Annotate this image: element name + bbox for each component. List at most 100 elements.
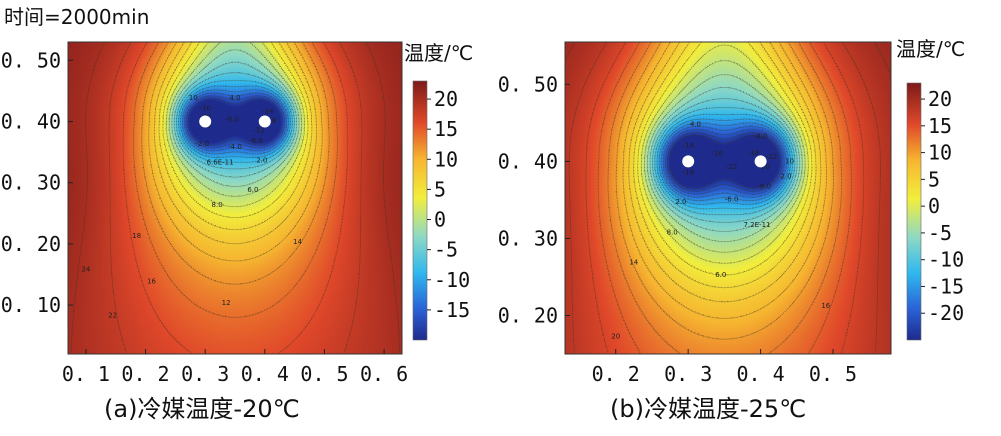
panel-b-x-ticks: 0. 2 0. 3 0. 4 0. 5 <box>592 349 857 386</box>
x-tick-label: 0. 1 <box>62 362 110 386</box>
pipe-marker <box>682 155 695 168</box>
contour-lines <box>70 42 401 354</box>
x-tick-label: 0. 4 <box>737 362 785 386</box>
contour-label: -14 <box>682 142 694 150</box>
figure-title: 时间=2000min <box>4 5 149 29</box>
contour-label: 14 <box>293 238 302 246</box>
contour-label: -8.0 <box>225 116 239 124</box>
colorbar-tick-label: 10 <box>434 147 458 171</box>
pipe-marker <box>754 155 767 168</box>
contour-label: -14 <box>262 108 274 116</box>
y-tick-label: 0. 50 <box>1 48 61 72</box>
colorbar-tick-label: -5 <box>928 221 952 245</box>
panel-a-y-ticks: 0. 50 0. 40 0. 30 0. 20 0. 10 <box>1 48 73 317</box>
pipe-marker <box>258 115 271 128</box>
colorbar-tick-label: 20 <box>434 87 458 111</box>
colorbar-tick-label: -20 <box>928 301 964 325</box>
contour-label: -18 <box>748 149 759 157</box>
y-tick-label: 0. 20 <box>1 232 61 256</box>
contour-label: 4.0 <box>229 94 240 102</box>
panel-b-caption: (b)冷媒温度-25℃ <box>610 395 806 423</box>
panel-a: 104.0-10-20-16-8.0-14-18-12-6.0-2.0-4.06… <box>1 41 473 423</box>
panel-a-colorbar <box>412 80 428 341</box>
contour-label: 14 <box>629 259 638 267</box>
colorbar-tick-label: 0 <box>434 208 446 232</box>
contour-label: 20 <box>611 333 620 341</box>
x-tick-label: 0. 3 <box>181 362 229 386</box>
contour-lines <box>565 42 891 354</box>
contour-label: 22 <box>108 311 117 319</box>
contour-label: 7.2E-11 <box>744 221 771 229</box>
contour-label: 24 <box>81 265 90 273</box>
colorbar-tick-label: 10 <box>928 141 952 165</box>
y-tick-label: 0. 30 <box>1 171 61 195</box>
contour-label: 4.0 <box>690 121 701 129</box>
panel-b-colorbar <box>906 82 922 341</box>
panel-a-colorbar-label: 温度/℃ <box>404 41 473 65</box>
panel-a-caption: (a)冷媒温度-20℃ <box>104 395 300 423</box>
panel-a-contours <box>70 42 401 354</box>
panel-b-y-ticks: 0. 50 0. 40 0. 30 0. 20 <box>498 72 570 328</box>
pipe-marker <box>199 115 212 128</box>
panel-b: 4.0-4.0-14-24-16-10-18-22-20-12102.0-8.0… <box>498 37 965 423</box>
panel-a-pipes <box>199 115 271 128</box>
contour-label: 18 <box>132 232 141 240</box>
panel-b-pipes <box>682 155 767 168</box>
contour-label: 10 <box>785 158 794 166</box>
x-tick-label: 0. 4 <box>241 362 289 386</box>
y-tick-label: 0. 10 <box>1 293 61 317</box>
y-tick-label: 0. 50 <box>498 72 558 96</box>
contour-label: 8.0 <box>667 229 678 237</box>
contour-label: 2.0 <box>675 198 686 206</box>
contour-label: -2.0 <box>195 140 209 148</box>
contour-label: 2.0 <box>780 172 791 180</box>
panel-b-heatmap <box>565 42 891 354</box>
colorbar-tick-label: 0 <box>928 194 940 218</box>
panel-b-contours <box>565 42 891 354</box>
contour-label: -18 <box>265 117 276 125</box>
contour-label: 12 <box>222 299 231 307</box>
contour-label: -4.0 <box>754 132 768 140</box>
contour-label: -6.0 <box>725 196 739 204</box>
x-tick-label: 0. 2 <box>121 362 169 386</box>
colorbar-tick-label: 20 <box>928 87 952 111</box>
contour-label: 16 <box>147 278 156 286</box>
contour-label: -12 <box>253 127 264 135</box>
panel-a-x-ticks: 0. 1 0. 2 0. 3 0. 4 0. 5 0. 6 <box>62 349 408 386</box>
colorbar-tick-label: -15 <box>928 275 964 299</box>
contour-label: -12 <box>726 163 737 171</box>
y-tick-label: 0. 20 <box>498 304 558 328</box>
contour-label: -10 <box>711 150 722 158</box>
contour-label: 6.0 <box>715 271 726 279</box>
colorbar-tick-label: 15 <box>928 114 952 138</box>
panel-b-border <box>564 41 892 355</box>
panel-a-heatmap <box>68 42 402 354</box>
colorbar-tick-label: -10 <box>434 268 470 292</box>
y-tick-label: 0. 40 <box>1 110 61 134</box>
colorbar-tick-label: -5 <box>434 238 458 262</box>
contour-label: 2.0 <box>256 157 267 165</box>
x-tick-label: 0. 5 <box>300 362 348 386</box>
x-tick-label: 0. 6 <box>360 362 408 386</box>
panel-b-contour-labels: 4.0-4.0-14-24-16-10-18-22-20-12102.0-8.0… <box>611 121 831 341</box>
contour-label: -4.0 <box>228 143 242 151</box>
x-tick-label: 0. 3 <box>664 362 712 386</box>
y-tick-label: 0. 40 <box>498 149 558 173</box>
colorbar-tick-label: -10 <box>928 248 964 272</box>
contour-label: 8.0 <box>212 201 223 209</box>
panel-a-colorbar-ticks: 20 15 10 5 0 -5 -10 -15 <box>427 87 470 322</box>
panel-a-contour-labels: 104.0-10-20-16-8.0-14-18-12-6.0-2.0-4.06… <box>81 94 302 319</box>
contour-label: -6.0 <box>249 137 263 145</box>
x-tick-label: 0. 5 <box>809 362 857 386</box>
colorbar-tick-label: 5 <box>928 167 940 191</box>
contour-label: -10 <box>199 105 210 113</box>
contour-label: 16 <box>821 302 830 310</box>
colorbar-tick-label: 15 <box>434 117 458 141</box>
contour-label: -8.0 <box>757 182 771 190</box>
panel-b-colorbar-ticks: 20 15 105 0 -5 -10 -15-20 <box>921 87 964 325</box>
panel-a-border <box>67 41 403 355</box>
colorbar-tick-label: -15 <box>434 298 470 322</box>
panel-b-colorbar-label: 温度/℃ <box>896 37 965 61</box>
contour-label: -22 <box>766 153 777 161</box>
